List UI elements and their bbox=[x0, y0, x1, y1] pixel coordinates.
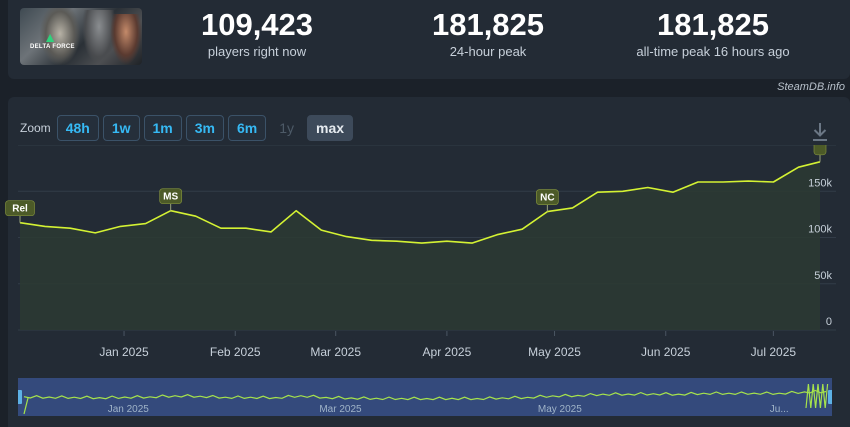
y-tick-label: 150k bbox=[808, 177, 832, 189]
navigator-line bbox=[23, 389, 827, 401]
zoom-buttons: 48h 1w 1m 3m 6m 1y max bbox=[56, 115, 357, 141]
stat-value: 181,825 bbox=[656, 7, 770, 42]
zoom-button-1y: 1y bbox=[279, 120, 294, 136]
flag-box bbox=[159, 188, 183, 205]
y-tick-label: 0 bbox=[826, 316, 832, 328]
thumbnail-character-right bbox=[110, 14, 142, 65]
navigator-start-spike bbox=[23, 397, 29, 415]
flag-box bbox=[5, 200, 35, 217]
x-tick-label: Jun 2025 bbox=[641, 345, 691, 359]
series-line bbox=[19, 161, 821, 244]
zoom-button-48h[interactable]: 48h bbox=[56, 115, 99, 141]
zoom-bar: Zoom 48h 1w 1m 3m 6m 1y max bbox=[20, 115, 357, 141]
game-logo: ▲ DELTA FORCE bbox=[30, 29, 75, 50]
stat-value: 109,423 bbox=[200, 7, 314, 42]
stat-label: all-time peak 16 hours ago bbox=[636, 44, 790, 59]
zoom-button-6m[interactable]: 6m bbox=[227, 115, 267, 141]
navigator-series-line bbox=[23, 383, 829, 415]
stat-value: 181,825 bbox=[431, 7, 545, 42]
chart-area-fill bbox=[20, 161, 820, 330]
chart-series-line bbox=[19, 161, 821, 244]
event-flags: Rel MS NC bbox=[5, 145, 827, 223]
x-tick-label: Mar 2025 bbox=[310, 345, 361, 359]
download-icon[interactable] bbox=[811, 121, 829, 143]
navigator-recent-oscillation bbox=[805, 383, 829, 409]
navigator-tick-label: Ju... bbox=[770, 404, 789, 415]
stat-label: players right now bbox=[207, 44, 307, 59]
flag-label: Rel bbox=[12, 204, 28, 215]
x-tick-label: Jul 2025 bbox=[751, 345, 797, 359]
x-tick-label: Jan 2025 bbox=[99, 345, 149, 359]
event-flag: NC bbox=[536, 189, 559, 212]
delta-logo-icon: ▲ bbox=[43, 29, 57, 45]
y-tick-label: 100k bbox=[808, 224, 832, 236]
x-axis-labels: Jan 2025 Feb 2025 Mar 2025 Apr 2025 May 2025… bbox=[99, 345, 796, 359]
thumbnail-character-left bbox=[40, 8, 80, 65]
navigator-right-handle[interactable] bbox=[828, 390, 832, 404]
stat-alltime-peak: 181,825 all-time peak 16 hours ago bbox=[618, 6, 808, 60]
event-flag: Rel bbox=[5, 200, 35, 223]
y-tick-label: 50k bbox=[814, 270, 832, 282]
y-axis-labels: 0 50k 100k 150k bbox=[808, 177, 832, 328]
stat-players-now: 109,423 players right now bbox=[172, 6, 342, 60]
navigator-left-handle[interactable] bbox=[18, 390, 22, 404]
area-fill bbox=[20, 161, 820, 330]
zoom-button-1m[interactable]: 1m bbox=[143, 115, 182, 141]
x-tick-label: Apr 2025 bbox=[423, 345, 472, 359]
flag-label: NC bbox=[540, 193, 554, 204]
game-thumbnail[interactable]: ▲ DELTA FORCE bbox=[20, 8, 142, 65]
x-tick-label: May 2025 bbox=[528, 345, 581, 359]
range-navigator[interactable]: Jan 2025 Mar 2025 May 2025 Ju... bbox=[18, 378, 832, 416]
event-flag: MS bbox=[159, 188, 183, 211]
flag-box bbox=[813, 145, 827, 156]
stat-24h-peak: 181,825 24-hour peak bbox=[403, 6, 573, 60]
player-count-chart[interactable]: 0 50k 100k 150k Jan 2025 Feb 2025 Mar 2025 Apr… bbox=[0, 145, 850, 365]
navigator-tick-label: Mar 2025 bbox=[319, 404, 362, 415]
zoom-label: Zoom bbox=[20, 121, 51, 135]
navigator-tick-label: Jan 2025 bbox=[108, 404, 150, 415]
game-logo-text: DELTA FORCE bbox=[30, 44, 75, 50]
stat-label: 24-hour peak bbox=[449, 44, 527, 59]
zoom-button-1w[interactable]: 1w bbox=[102, 115, 140, 141]
steamdb-credit[interactable]: SteamDB.info bbox=[777, 81, 845, 93]
stats-panel: ▲ DELTA FORCE bbox=[8, 0, 850, 79]
navigator-axis-labels: Jan 2025 Mar 2025 May 2025 Ju... bbox=[108, 404, 789, 415]
flag-label: MS bbox=[163, 192, 178, 203]
zoom-button-max[interactable]: max bbox=[307, 115, 354, 141]
navigator-tick-label: May 2025 bbox=[538, 404, 582, 415]
flag-box bbox=[536, 189, 559, 205]
x-tick-label: Feb 2025 bbox=[210, 345, 261, 359]
zoom-button-3m[interactable]: 3m bbox=[185, 115, 224, 141]
event-flag bbox=[813, 145, 827, 162]
